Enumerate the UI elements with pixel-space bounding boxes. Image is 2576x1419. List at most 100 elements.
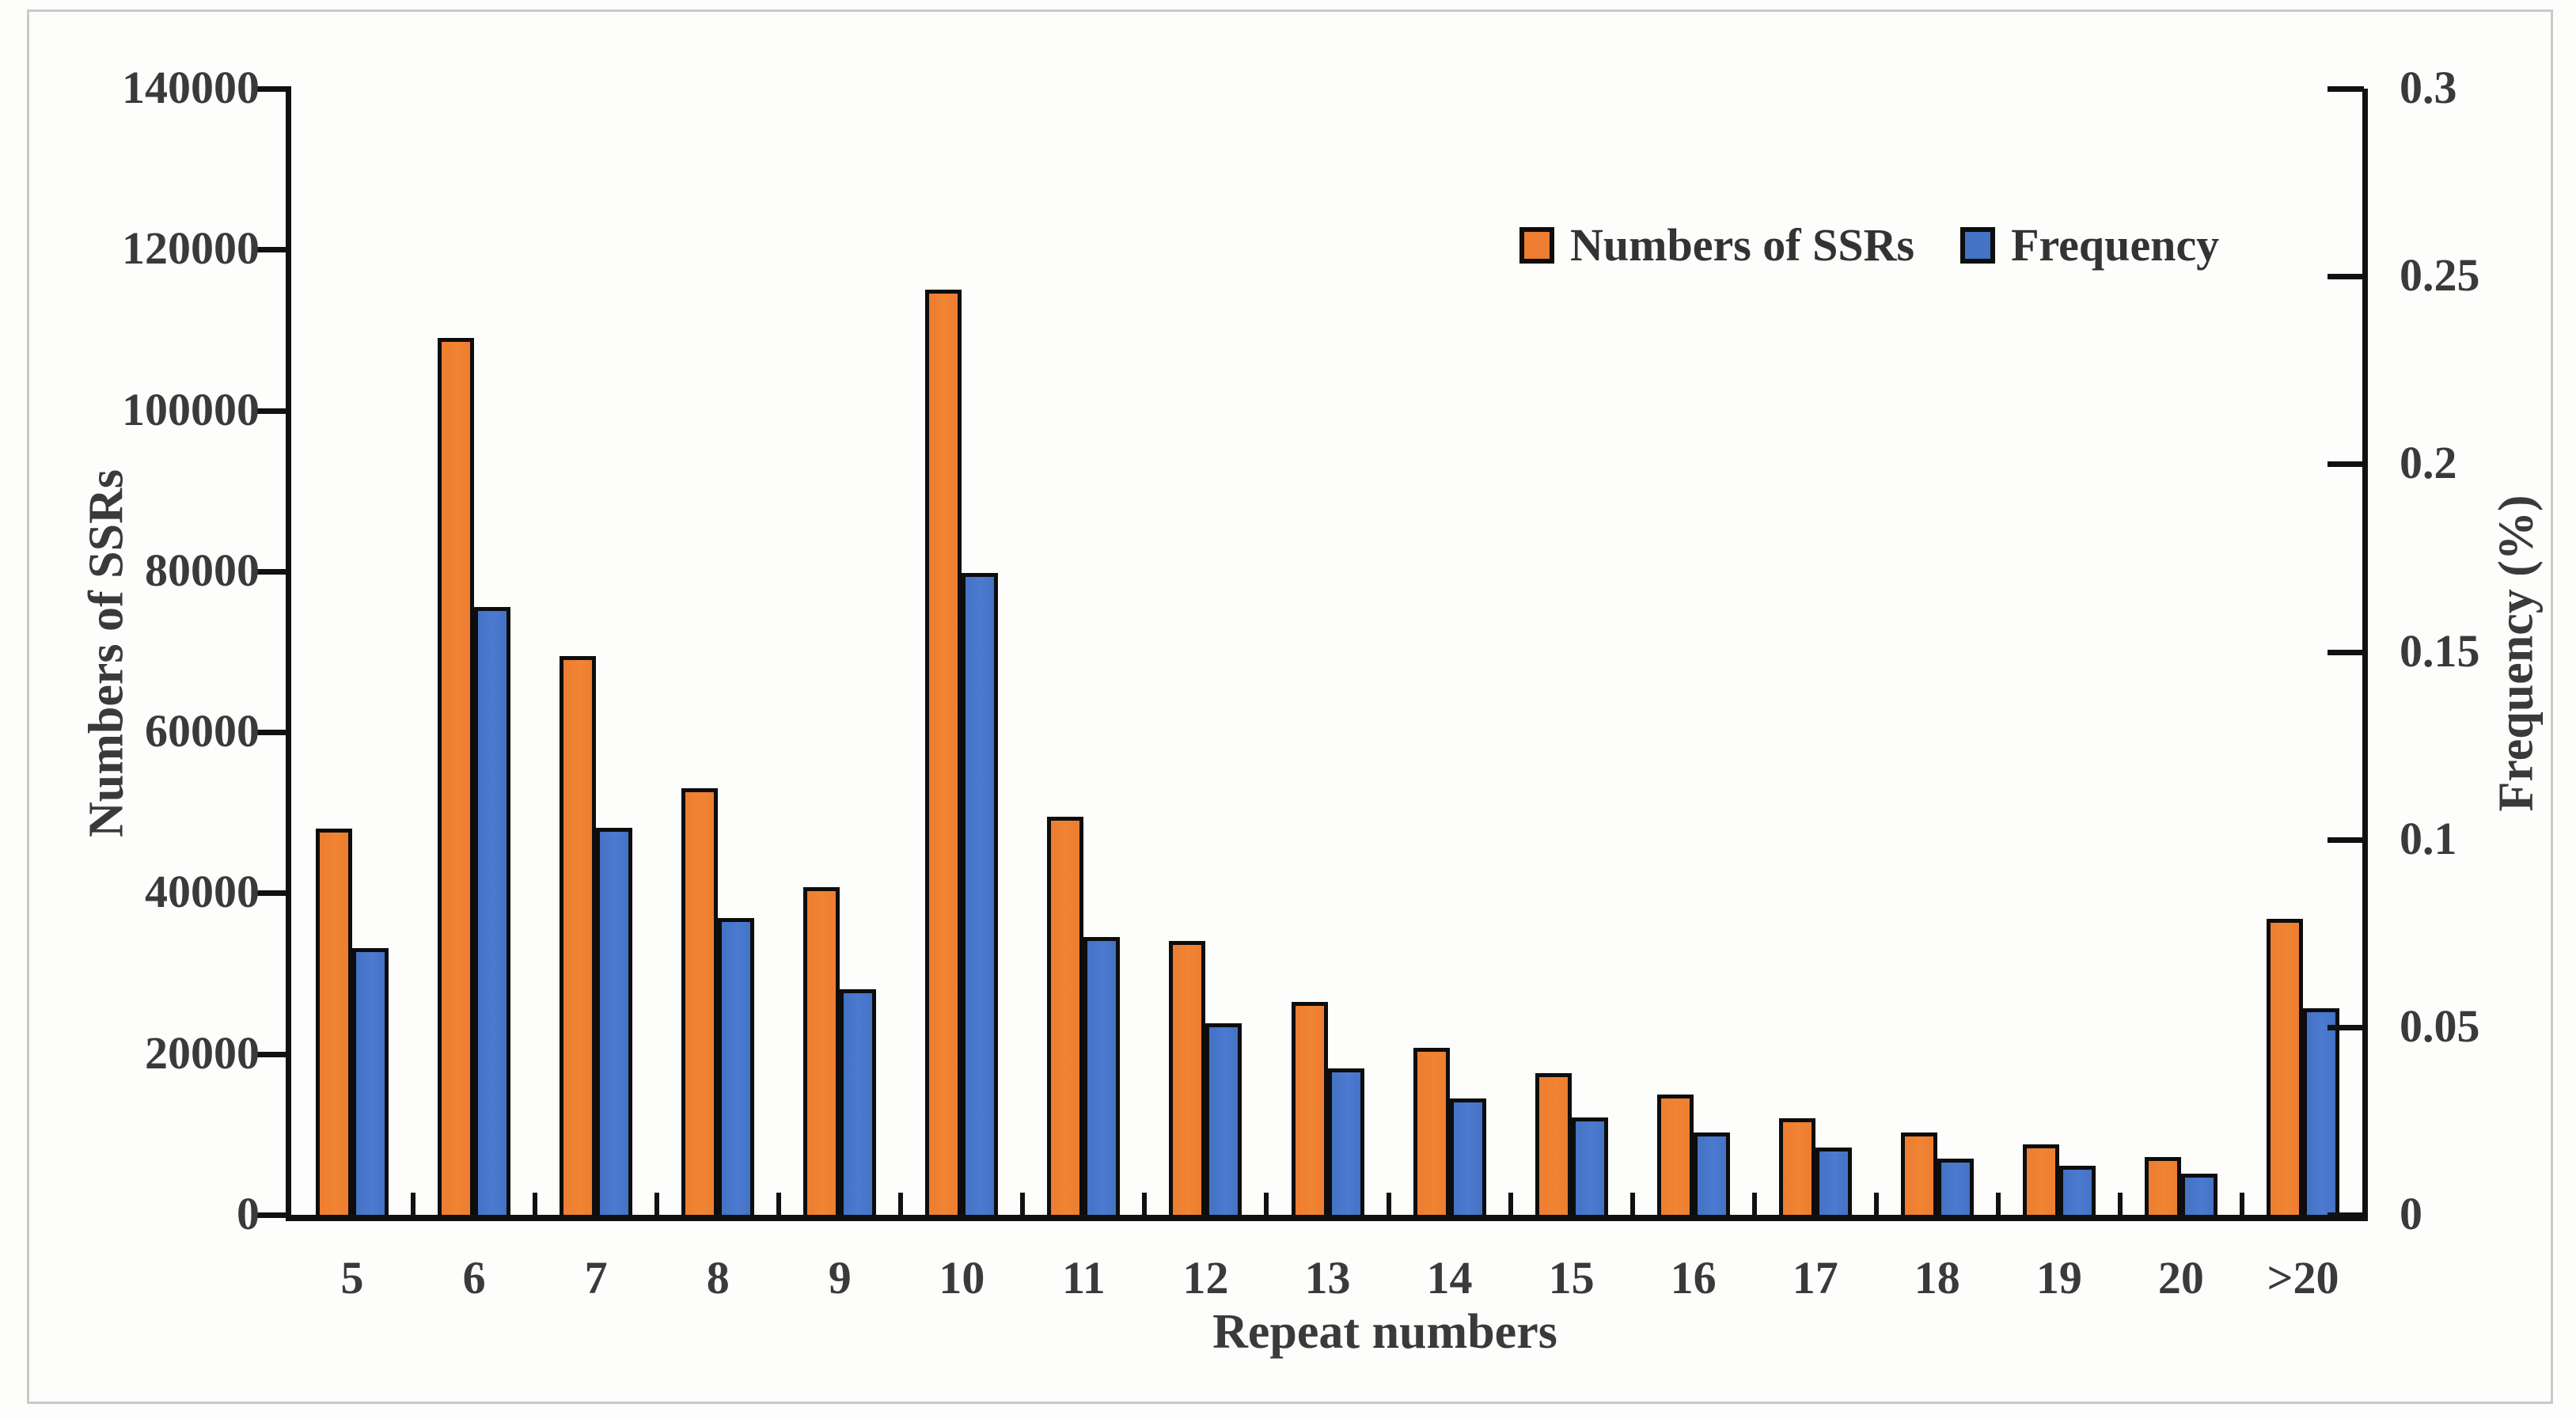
right-axis-tick xyxy=(2328,1024,2364,1030)
left-axis-tick xyxy=(255,730,291,736)
right-axis-tick-label: 0.25 xyxy=(2400,249,2480,302)
x-axis-category-label: 7 xyxy=(584,1252,608,1303)
ssr-bar xyxy=(1778,1118,1815,1215)
x-axis-boundary-tick xyxy=(898,1193,904,1215)
x-axis-line xyxy=(286,1215,2368,1221)
ssr-bar xyxy=(1535,1073,1572,1215)
right-axis-tick xyxy=(2328,86,2364,92)
left-axis-tick-label: 20000 xyxy=(145,1026,260,1079)
x-axis-boundary-tick xyxy=(2117,1193,2123,1215)
x-axis-category-label: 10 xyxy=(939,1252,985,1303)
left-axis-tick xyxy=(255,247,291,253)
legend-swatch-ssr xyxy=(1519,227,1554,264)
x-axis-category-label: 5 xyxy=(340,1252,364,1303)
frequency-bar xyxy=(1815,1147,1852,1215)
legend-item-ssr: Numbers of SSRs xyxy=(1519,222,1914,269)
ssr-bar xyxy=(1291,1001,1328,1215)
x-axis-boundary-tick xyxy=(1386,1193,1391,1215)
x-axis-category-label: 19 xyxy=(2035,1252,2082,1303)
left-axis-tick xyxy=(255,1212,291,1218)
right-axis-tick xyxy=(2328,1212,2364,1218)
left-axis-tick-label: 0 xyxy=(237,1188,260,1239)
left-axis-tick-label: 80000 xyxy=(145,544,260,596)
x-axis-boundary-tick xyxy=(776,1193,782,1215)
left-axis-tick xyxy=(255,568,291,575)
frequency-bar xyxy=(2180,1173,2217,1215)
left-axis-tick xyxy=(255,408,291,414)
ssr-bar xyxy=(925,290,962,1215)
ssr-bar xyxy=(1656,1094,1694,1215)
left-axis-tick-label: 40000 xyxy=(145,866,260,918)
legend-swatch-frequency xyxy=(1960,227,1996,264)
x-axis-boundary-tick xyxy=(1264,1193,1269,1215)
x-axis-boundary-tick xyxy=(411,1193,416,1215)
right-axis-tick-label: 0.2 xyxy=(2400,437,2457,489)
ssr-bar xyxy=(438,338,475,1215)
frequency-bar xyxy=(1327,1068,1364,1215)
ssr-bar xyxy=(1047,816,1084,1215)
ssr-bar xyxy=(2022,1144,2059,1215)
frequency-bar xyxy=(962,572,999,1215)
x-axis-boundary-tick xyxy=(533,1193,538,1215)
frequency-bar xyxy=(1083,936,1121,1215)
right-axis-tick xyxy=(2328,649,2364,655)
ssr-bar xyxy=(316,829,353,1215)
ssr-bar xyxy=(803,887,840,1215)
x-axis-category-label: 12 xyxy=(1182,1252,1229,1303)
right-axis-tick-label: 0 xyxy=(2400,1188,2422,1239)
x-axis-category-label: 13 xyxy=(1304,1252,1351,1303)
frequency-bar xyxy=(718,918,755,1215)
x-axis-boundary-tick xyxy=(1751,1193,1757,1215)
x-axis-category-label: 18 xyxy=(1914,1252,1960,1303)
left-axis-tick xyxy=(255,1051,291,1057)
x-axis-category-label: 15 xyxy=(1548,1252,1595,1303)
x-axis-boundary-tick xyxy=(1508,1193,1513,1215)
left-y-axis-line xyxy=(286,89,291,1221)
x-axis-boundary-tick xyxy=(2239,1193,2244,1215)
x-axis-boundary-tick xyxy=(1020,1193,1026,1215)
left-axis-tick-label: 60000 xyxy=(145,705,260,757)
right-axis-tick-label: 0.05 xyxy=(2400,1000,2480,1052)
frequency-bar xyxy=(596,828,633,1215)
figure-border-frame xyxy=(27,9,2553,1404)
ssr-bar xyxy=(1900,1133,1937,1215)
frequency-bar xyxy=(1449,1098,1486,1215)
right-axis-title: Frequency (%) xyxy=(2489,495,2544,812)
x-axis-category-label: 8 xyxy=(706,1252,730,1303)
x-axis-title: Repeat numbers xyxy=(1212,1305,1557,1359)
x-axis-category-label: 9 xyxy=(828,1252,852,1303)
frequency-bar xyxy=(1693,1132,1730,1215)
frequency-bar xyxy=(1571,1117,1608,1215)
right-axis-tick xyxy=(2328,837,2364,843)
x-axis-category-label: 11 xyxy=(1061,1252,1106,1303)
right-axis-tick xyxy=(2328,274,2364,280)
right-axis-tick-label: 0.15 xyxy=(2400,624,2480,677)
x-axis-boundary-tick xyxy=(1142,1193,1148,1215)
ssr-bar xyxy=(681,788,719,1215)
frequency-bar xyxy=(1937,1158,1974,1215)
x-axis-boundary-tick xyxy=(654,1193,660,1215)
right-axis-tick-label: 0.1 xyxy=(2400,812,2457,864)
x-axis-boundary-tick xyxy=(1629,1193,1635,1215)
x-axis-category-label: 14 xyxy=(1426,1252,1473,1303)
legend-label-frequency: Frequency xyxy=(2011,219,2220,271)
right-axis-tick-label: 0.3 xyxy=(2400,62,2457,113)
frequency-bar xyxy=(2302,1008,2339,1215)
x-axis-boundary-tick xyxy=(1995,1193,2001,1215)
x-axis-category-label: 17 xyxy=(1792,1252,1838,1303)
frequency-bar xyxy=(352,948,389,1215)
frequency-bar xyxy=(840,989,877,1215)
legend: Numbers of SSRs Frequency xyxy=(1519,222,2219,269)
x-axis-category-label: 16 xyxy=(1670,1252,1717,1303)
x-axis-category-label: 20 xyxy=(2157,1252,2204,1303)
ssr-bar xyxy=(1169,941,1206,1215)
ssr-bar xyxy=(1413,1047,1450,1215)
left-axis-tick xyxy=(255,890,291,897)
x-axis-category-label: 6 xyxy=(462,1252,486,1303)
ssr-bar xyxy=(2144,1156,2181,1215)
frequency-bar xyxy=(474,606,511,1215)
x-axis-boundary-tick xyxy=(1873,1193,1879,1215)
left-axis-tick-label: 120000 xyxy=(122,222,260,275)
left-axis-title: Numbers of SSRs xyxy=(79,469,134,838)
